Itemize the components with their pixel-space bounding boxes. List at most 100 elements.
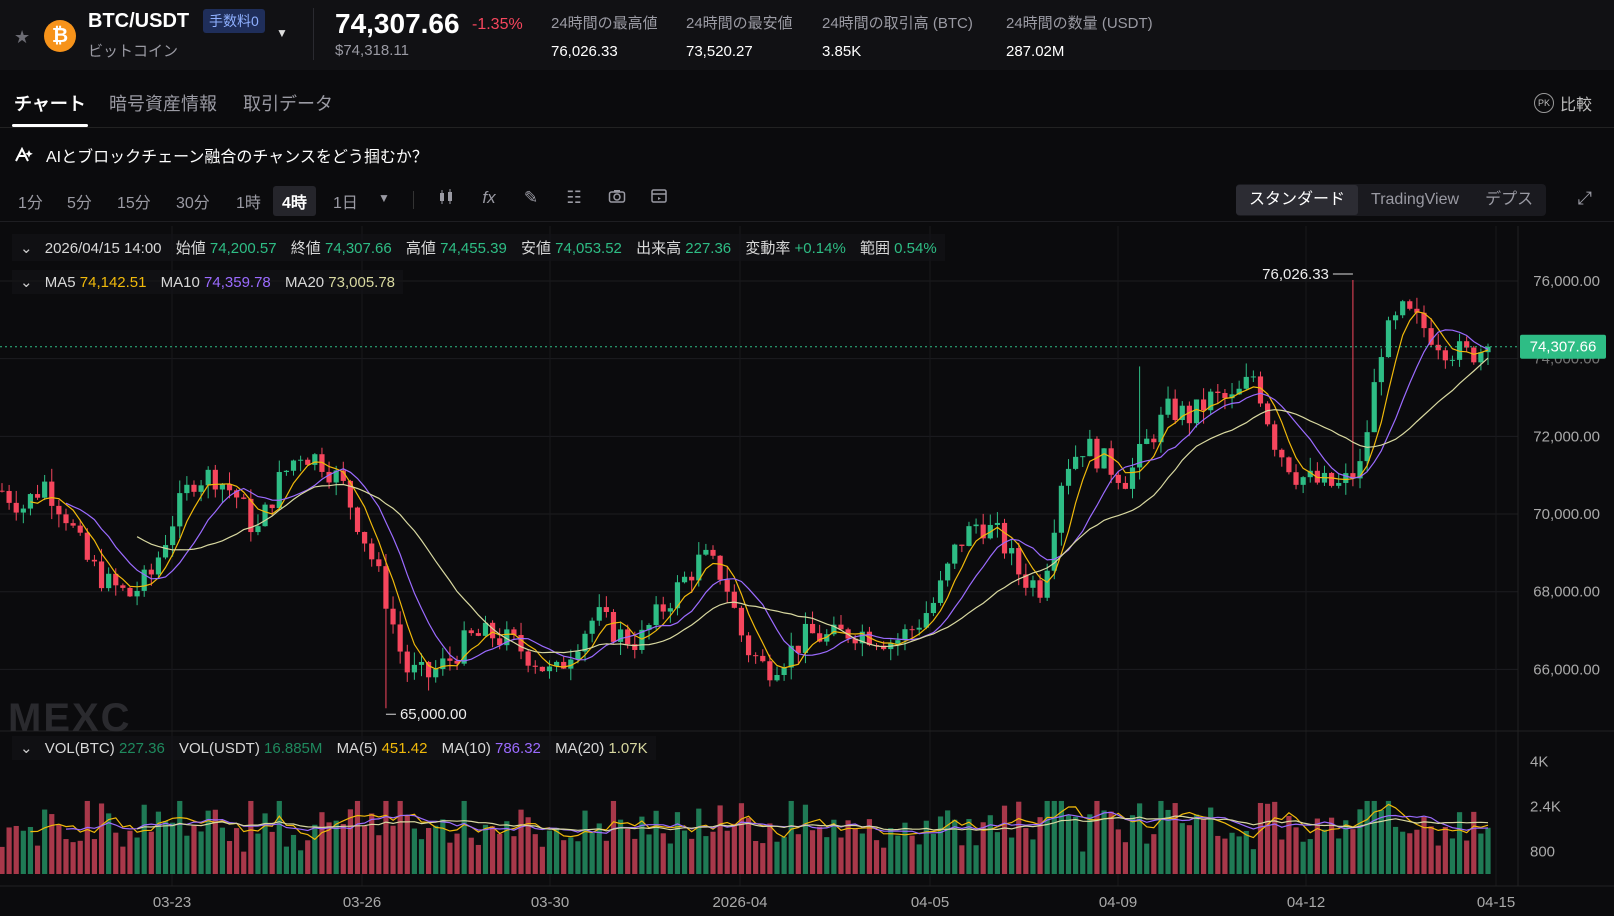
candle-body — [447, 658, 453, 661]
candle-body — [1179, 405, 1185, 421]
volume-bar — [1286, 815, 1292, 874]
volume-bar — [596, 823, 602, 874]
chart-area[interactable]: 76,000.00 72,000.00 70,000.00 68,000.00 66,0… — [0, 226, 1614, 916]
candle-type-icon[interactable] — [435, 188, 457, 211]
volume-bar — [269, 831, 275, 874]
low-label: 安値 — [520, 240, 551, 257]
volume-bar — [1186, 825, 1192, 874]
timeframe-15m[interactable]: 15分 — [117, 195, 151, 212]
promo-banner[interactable]: AIとブロックチェーン融合のチャンスをどう掴むか？ — [14, 143, 428, 167]
chevron-down-icon[interactable]: ⌄ — [20, 274, 33, 291]
vol-btc-label: VOL(BTC) — [44, 740, 115, 757]
volume-bar — [504, 821, 510, 874]
tab-chart[interactable]: チャート — [14, 94, 86, 114]
candle-body — [809, 623, 816, 634]
volume-bar — [482, 824, 489, 874]
volume-bar — [141, 804, 147, 874]
calendar-icon[interactable] — [648, 188, 670, 209]
volume-bar — [1023, 828, 1029, 874]
timeframe-1m[interactable]: 1分 — [18, 195, 43, 212]
candle-body — [1243, 376, 1249, 389]
candle-body — [262, 504, 268, 527]
candle-body — [1456, 341, 1463, 360]
candle-body — [27, 494, 34, 509]
volume-bar — [717, 805, 723, 874]
candle-body — [1286, 457, 1292, 473]
candle-body — [895, 640, 901, 644]
volume-bar — [205, 810, 211, 874]
candle-body — [497, 638, 503, 646]
timeframe-1h[interactable]: 1時 — [236, 195, 261, 212]
tab-crypto-info[interactable]: 暗号資産情報 — [109, 94, 217, 114]
candle-body — [1471, 347, 1477, 363]
volume-bar — [418, 839, 425, 874]
volume-bar — [461, 800, 467, 874]
tab-trade-data[interactable]: 取引データ — [243, 94, 333, 114]
candle-body — [632, 644, 638, 650]
candle-body — [1044, 570, 1050, 598]
volume-bar — [760, 843, 766, 874]
volume-bar — [1257, 802, 1264, 874]
candle-body — [738, 607, 745, 636]
volume-bar — [1144, 843, 1150, 874]
pair-name[interactable]: BTC/USDT — [88, 10, 190, 32]
volume-bar — [738, 803, 745, 874]
timeframe-1d[interactable]: 1日 — [333, 195, 358, 212]
compare-button[interactable]: PK 比較 — [1533, 91, 1592, 115]
volume-bar — [937, 816, 944, 874]
low-marker-label: 65,000.00 — [400, 706, 467, 723]
layout-list-icon[interactable]: ☷ — [566, 188, 582, 207]
candle-body — [660, 604, 666, 612]
volume-bar — [326, 822, 332, 874]
volume-bar — [1392, 826, 1399, 874]
timeframe-4h[interactable]: 4時 — [273, 186, 316, 216]
candle-body — [106, 573, 112, 589]
candle-body — [838, 624, 844, 630]
candle-body — [674, 582, 681, 609]
chevron-down-icon[interactable]: ⌄ — [20, 740, 33, 757]
stat-value: 287.02M — [1006, 43, 1065, 60]
volume-bar — [767, 823, 773, 874]
candle-body — [881, 645, 887, 650]
candle-body — [745, 635, 752, 656]
candle-body — [1137, 443, 1143, 468]
candle-body — [966, 526, 972, 546]
volume-bar — [369, 813, 375, 874]
indicators-icon[interactable]: fx — [482, 188, 496, 207]
volume-bar — [1193, 814, 1200, 874]
view-mode-switch: スタンダード TradingView デプス — [1236, 184, 1547, 216]
draw-pencil-icon[interactable]: ✎ — [523, 188, 539, 207]
camera-icon[interactable] — [606, 188, 628, 209]
star-icon[interactable]: ★ — [14, 27, 31, 47]
volume-bar — [1449, 838, 1456, 874]
timeframe-30m[interactable]: 30分 — [176, 195, 210, 212]
volume-bar — [283, 846, 290, 874]
volume-bar — [546, 830, 553, 874]
candle-body — [84, 532, 90, 560]
volume-bar — [1385, 800, 1392, 874]
candle-body — [1229, 394, 1235, 399]
volume-bar — [1129, 815, 1136, 874]
more-timeframes-icon[interactable]: ▼ — [378, 191, 390, 205]
view-mode-standard[interactable]: スタンダード — [1236, 185, 1359, 215]
volume-bar — [753, 841, 759, 874]
volume-bar — [184, 835, 190, 874]
candlestick-chart[interactable]: 76,000.00 72,000.00 70,000.00 68,000.00 66,0… — [0, 226, 1614, 916]
volume-bar — [1208, 807, 1214, 874]
candle-body — [1208, 391, 1214, 411]
chevron-down-icon[interactable]: ⌄ — [20, 240, 33, 257]
view-mode-depth[interactable]: デプス — [1485, 191, 1534, 208]
candle-body — [177, 493, 183, 527]
volume-bar — [582, 810, 588, 874]
fullscreen-icon[interactable]: ⤢ — [1577, 188, 1592, 208]
timeframe-5m[interactable]: 5分 — [67, 195, 92, 212]
volume-bar — [1165, 809, 1171, 874]
volume-bar — [433, 825, 439, 874]
volume-bar — [1485, 827, 1491, 874]
pair-dropdown-icon[interactable]: ▼ — [276, 26, 288, 40]
candle-body — [1435, 344, 1441, 351]
volume-bar — [20, 830, 26, 874]
volume-bar — [1442, 826, 1448, 874]
view-mode-tradingview[interactable]: TradingView — [1371, 191, 1460, 208]
candle-body — [1264, 403, 1271, 425]
